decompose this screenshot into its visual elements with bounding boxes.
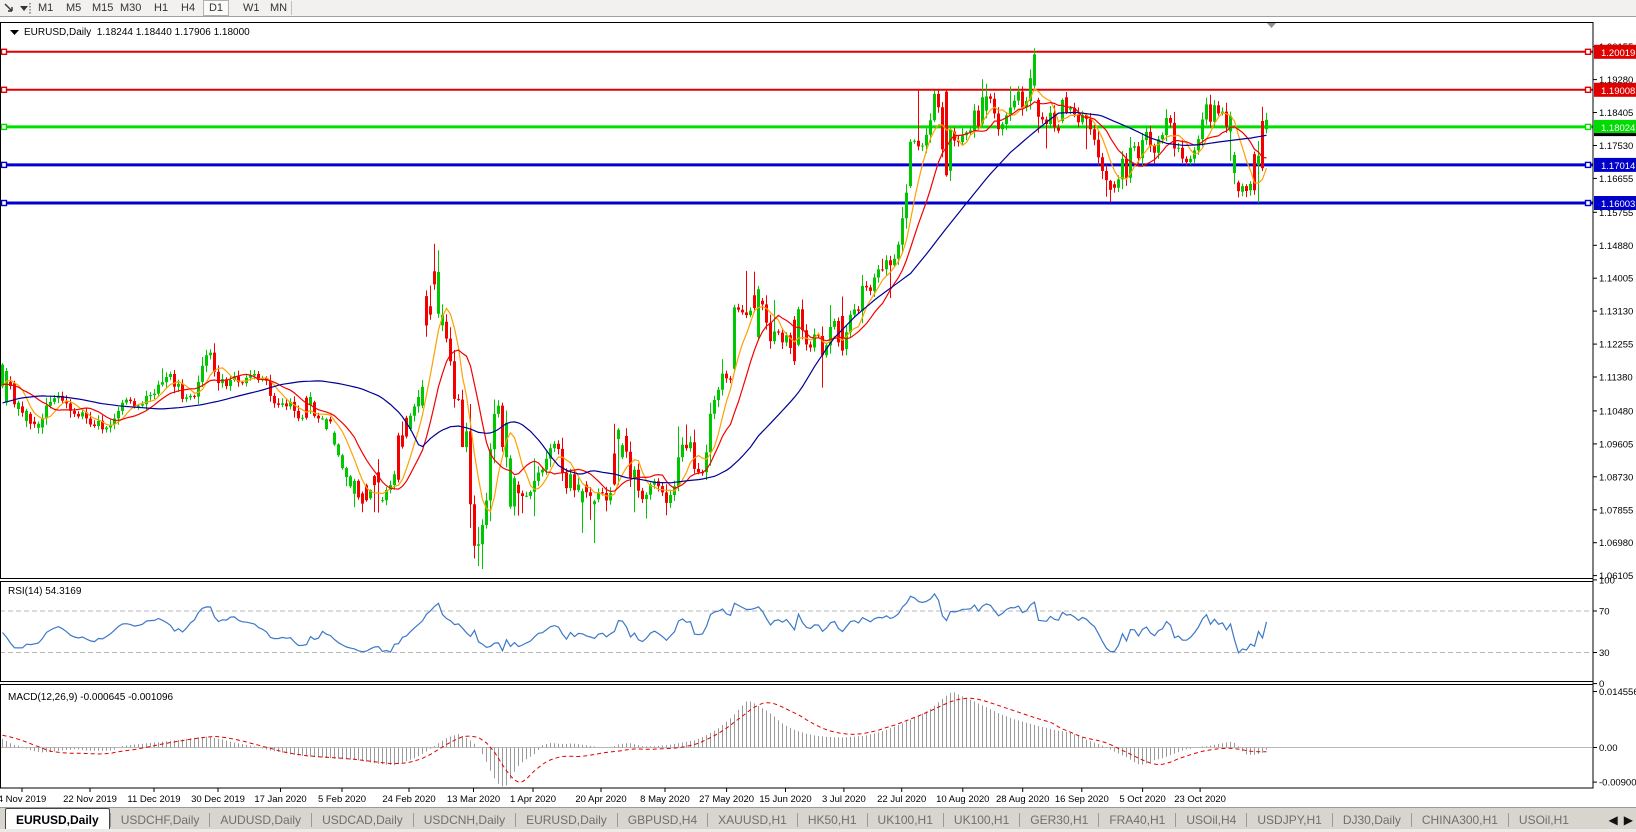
- svg-text:1.17014: 1.17014: [1601, 161, 1635, 172]
- svg-text:1.19008: 1.19008: [1601, 86, 1635, 97]
- svg-text:1.09605: 1.09605: [1599, 439, 1633, 450]
- svg-text:0: 0: [1599, 679, 1604, 690]
- svg-text:1.16003: 1.16003: [1601, 199, 1635, 210]
- svg-text:27 May 2020: 27 May 2020: [699, 794, 754, 805]
- svg-text:1.10480: 1.10480: [1599, 406, 1633, 417]
- svg-text:16 Sep 2020: 16 Sep 2020: [1055, 794, 1109, 805]
- svg-text:5 Oct 2020: 5 Oct 2020: [1119, 794, 1165, 805]
- svg-text:1.15755: 1.15755: [1599, 208, 1633, 219]
- svg-text:8 May 2020: 8 May 2020: [640, 794, 690, 805]
- svg-text:0.014556: 0.014556: [1599, 687, 1636, 698]
- svg-text:22 Nov 2019: 22 Nov 2019: [63, 794, 117, 805]
- svg-text:1.14880: 1.14880: [1599, 241, 1633, 252]
- svg-text:24 Feb 2020: 24 Feb 2020: [382, 794, 435, 805]
- svg-text:1.17530: 1.17530: [1599, 141, 1633, 152]
- svg-text:1.13130: 1.13130: [1599, 307, 1633, 318]
- svg-text:1.19280: 1.19280: [1599, 75, 1633, 86]
- svg-text:22 Jul 2020: 22 Jul 2020: [877, 794, 926, 805]
- svg-text:1.08730: 1.08730: [1599, 472, 1633, 483]
- svg-text:1.11380: 1.11380: [1599, 373, 1633, 384]
- svg-text:1 Apr 2020: 1 Apr 2020: [510, 794, 556, 805]
- svg-text:4 Nov 2019: 4 Nov 2019: [0, 794, 46, 805]
- svg-text:13 Mar 2020: 13 Mar 2020: [447, 794, 500, 805]
- svg-text:MACD(12,26,9) -0.000645 -0.001: MACD(12,26,9) -0.000645 -0.001096: [8, 692, 174, 703]
- svg-text:10 Aug 2020: 10 Aug 2020: [936, 794, 989, 805]
- svg-text:1.18024: 1.18024: [1601, 123, 1635, 134]
- svg-text:0.00: 0.00: [1599, 743, 1618, 754]
- svg-text:1.12255: 1.12255: [1599, 340, 1633, 351]
- svg-text:30: 30: [1599, 648, 1610, 659]
- svg-text:5 Feb 2020: 5 Feb 2020: [318, 794, 366, 805]
- svg-text:1.06980: 1.06980: [1599, 538, 1633, 549]
- svg-text:30 Dec 2019: 30 Dec 2019: [191, 794, 245, 805]
- svg-text:23 Oct 2020: 23 Oct 2020: [1174, 794, 1226, 805]
- svg-text:20 Apr 2020: 20 Apr 2020: [575, 794, 626, 805]
- svg-text:EURUSD,Daily 1.18244 1.18440: EURUSD,Daily 1.18244 1.18440 1.17906 1.1…: [24, 27, 250, 38]
- svg-text:1.20019: 1.20019: [1601, 48, 1635, 59]
- svg-text:17 Jan 2020: 17 Jan 2020: [254, 794, 306, 805]
- svg-text:1.14005: 1.14005: [1599, 274, 1633, 285]
- svg-text:11 Dec 2019: 11 Dec 2019: [127, 794, 180, 805]
- svg-text:70: 70: [1599, 607, 1610, 618]
- svg-text:RSI(14) 54.3169: RSI(14) 54.3169: [8, 586, 82, 597]
- svg-text:15 Jun 2020: 15 Jun 2020: [759, 794, 811, 805]
- svg-text:1.07855: 1.07855: [1599, 505, 1633, 516]
- svg-text:100: 100: [1599, 575, 1615, 586]
- svg-text:3 Jul 2020: 3 Jul 2020: [822, 794, 866, 805]
- svg-text:28 Aug 2020: 28 Aug 2020: [996, 794, 1049, 805]
- svg-text:1.16655: 1.16655: [1599, 174, 1633, 185]
- svg-text:1.06105: 1.06105: [1599, 571, 1633, 582]
- svg-text:1.18405: 1.18405: [1599, 108, 1633, 119]
- svg-text:-0.009001: -0.009001: [1599, 778, 1636, 789]
